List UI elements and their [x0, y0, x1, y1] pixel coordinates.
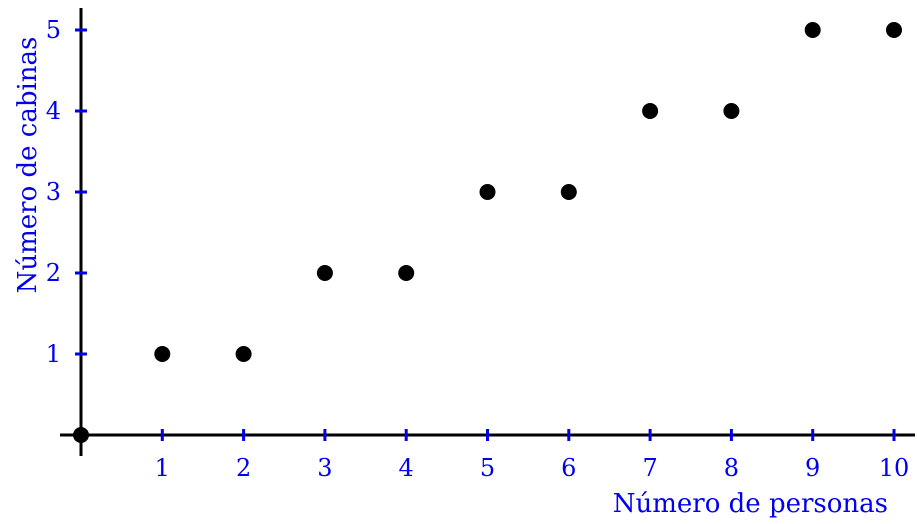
y-tick-label: 2 [46, 259, 61, 287]
x-tick-label: 6 [561, 454, 576, 482]
y-tick-label: 5 [46, 16, 61, 44]
x-tick-label: 5 [480, 454, 495, 482]
x-tick-label: 3 [317, 454, 332, 482]
x-tick-label: 10 [879, 454, 910, 482]
x-tick-label: 9 [805, 454, 820, 482]
axes [60, 8, 915, 456]
data-point [316, 265, 333, 281]
x-tick-label: 8 [724, 454, 739, 482]
data-point [723, 103, 740, 119]
x-tick-label: 1 [155, 454, 170, 482]
data-point [154, 346, 171, 362]
y-axis-title: Número de cabinas [13, 37, 43, 294]
data-point [479, 184, 496, 200]
data-point [235, 346, 252, 362]
y-tick-label: 3 [46, 178, 61, 206]
data-point [73, 427, 89, 443]
data-point [398, 265, 415, 281]
data-points [73, 22, 902, 443]
x-axis-title: Número de personas [613, 489, 888, 519]
data-point [642, 103, 659, 119]
data-point [886, 22, 902, 38]
x-tick-label: 2 [236, 454, 251, 482]
y-tick-label: 4 [46, 97, 61, 125]
data-point [804, 22, 821, 38]
y-tick-label: 1 [46, 340, 61, 368]
ticks: 1 2 3 4 5 6 7 8 9 10 1 2 3 4 5 [46, 16, 910, 482]
x-tick-label: 7 [642, 454, 657, 482]
data-point [560, 184, 577, 200]
x-tick-label: 4 [399, 454, 414, 482]
